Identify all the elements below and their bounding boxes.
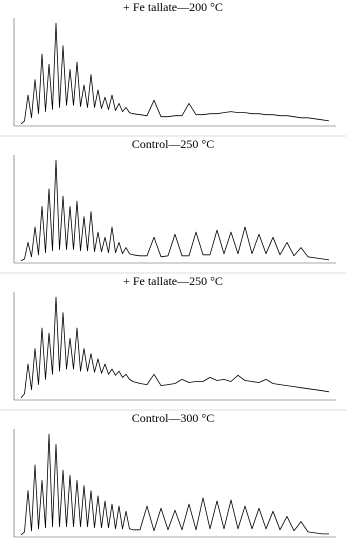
chart-title: + Fe tallate—200 °C [123, 0, 223, 14]
chart-title: Control—250 °C [132, 137, 214, 151]
chromatogram-line [20, 22, 330, 125]
chromatogram-line [20, 433, 329, 536]
chromatogram-line [20, 296, 330, 399]
chart-title: + Fe tallate—250 °C [123, 274, 223, 288]
chart-title: Control—300 °C [132, 411, 214, 425]
chromatogram-line [20, 159, 330, 262]
